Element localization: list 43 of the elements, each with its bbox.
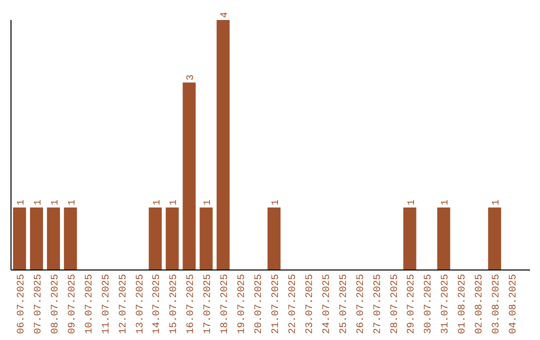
data-label: 1 bbox=[440, 199, 452, 206]
x-tick-label: 08.07.2025 bbox=[50, 274, 62, 334]
data-label: 1 bbox=[492, 199, 503, 206]
x-tick-label: 21.07.2025 bbox=[270, 274, 282, 334]
x-tick-label: 20.07.2025 bbox=[254, 274, 266, 334]
x-tick-label: 23.07.2025 bbox=[304, 274, 316, 334]
data-label: 1 bbox=[67, 199, 78, 206]
x-tick-label: 04.08.2025 bbox=[508, 274, 520, 334]
x-tick-label: 06.07.2025 bbox=[16, 274, 28, 334]
x-tick-label: 29.07.2025 bbox=[406, 274, 418, 334]
x-tick-label: 28.07.2025 bbox=[390, 274, 401, 334]
data-label: 1 bbox=[152, 199, 164, 206]
x-tick-label: 31.07.2025 bbox=[440, 274, 452, 334]
data-label: 1 bbox=[271, 199, 282, 206]
x-tick-label: 12.07.2025 bbox=[118, 274, 130, 334]
x-tick-label: 26.07.2025 bbox=[356, 274, 367, 334]
x-tick-label: 16.07.2025 bbox=[186, 274, 198, 334]
x-tick-label: 11.07.2025 bbox=[101, 274, 112, 334]
x-tick-label: 18.07.2025 bbox=[220, 274, 232, 334]
x-tick-label: 02.08.2025 bbox=[474, 274, 486, 334]
x-tick-label: 01.08.2025 bbox=[458, 274, 469, 334]
x-tick-label: 15.07.2025 bbox=[169, 274, 180, 334]
data-label: 4 bbox=[220, 12, 232, 18]
x-tick-label: 07.07.2025 bbox=[33, 274, 44, 334]
data-label: 1 bbox=[406, 199, 418, 206]
data-label: 1 bbox=[34, 199, 45, 206]
x-tick-label: 27.07.2025 bbox=[372, 274, 384, 334]
data-label: 1 bbox=[50, 199, 62, 206]
x-tick-label: 25.07.2025 bbox=[338, 274, 350, 334]
x-tick-label: 17.07.2025 bbox=[203, 274, 214, 334]
x-tick-label: 22.07.2025 bbox=[288, 274, 299, 334]
x-tick-label: 19.07.2025 bbox=[237, 274, 248, 334]
x-tick-label: 24.07.2025 bbox=[322, 274, 333, 334]
data-label: 1 bbox=[203, 199, 214, 206]
data-label: 1 bbox=[16, 199, 28, 206]
data-label: 3 bbox=[186, 74, 198, 80]
x-tick-label: 13.07.2025 bbox=[135, 274, 146, 334]
x-tick-label: 03.08.2025 bbox=[492, 274, 503, 334]
x-tick-label: 14.07.2025 bbox=[152, 274, 164, 334]
x-tick-label: 30.07.2025 bbox=[424, 274, 435, 334]
x-tick-label: 09.07.2025 bbox=[67, 274, 78, 334]
x-tick-label: 10.07.2025 bbox=[84, 274, 96, 334]
data-label: 1 bbox=[169, 199, 180, 206]
